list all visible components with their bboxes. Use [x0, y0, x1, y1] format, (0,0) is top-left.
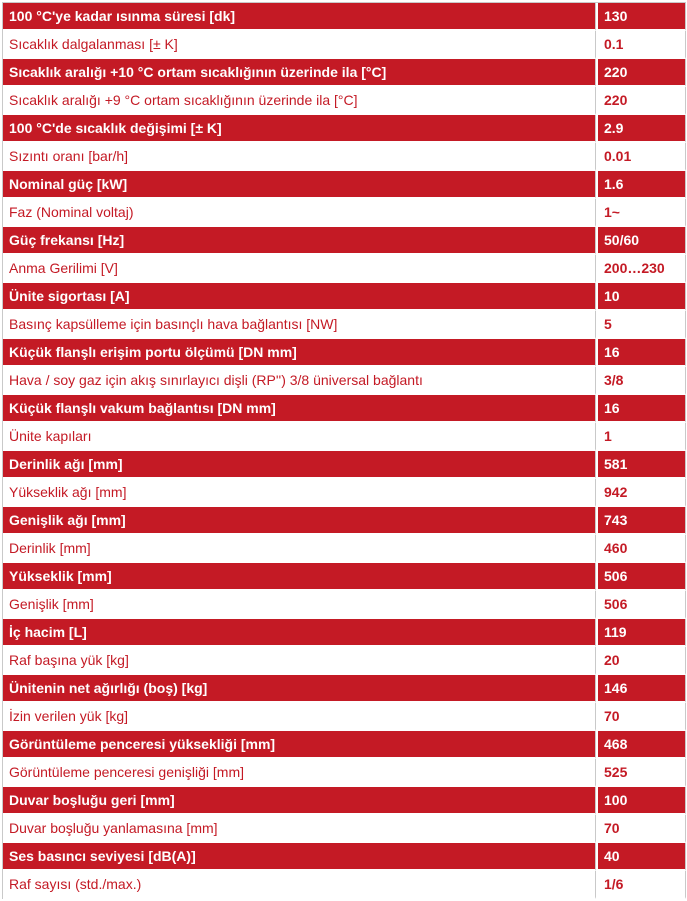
spec-value: 100 [596, 787, 686, 815]
spec-row: Ünitenin net ağırlığı (boş) [kg] 146 [3, 675, 686, 703]
spec-row: Raf sayısı (std./max.) 1/6 [3, 871, 686, 899]
spec-row: Sıcaklık aralığı +10 °C ortam sıcaklığın… [3, 59, 686, 87]
spec-row: Sızıntı oranı [bar/h] 0.01 [3, 143, 686, 171]
spec-label: Anma Gerilimi [V] [3, 255, 596, 283]
spec-row: Basınç kapsülleme için basınçlı hava bağ… [3, 311, 686, 339]
spec-row: Ünite kapıları 1 [3, 423, 686, 451]
spec-row: 100 °C'de sıcaklık değişimi [± K] 2.9 [3, 115, 686, 143]
spec-value: 40 [596, 843, 686, 871]
spec-label: Sıcaklık aralığı +10 °C ortam sıcaklığın… [3, 59, 596, 87]
spec-row: Raf başına yük [kg] 20 [3, 647, 686, 675]
spec-value: 16 [596, 339, 686, 367]
spec-row: Küçük flanşlı vakum bağlantısı [DN mm] 16 [3, 395, 686, 423]
spec-value: 1 [596, 423, 686, 451]
spec-row: Anma Gerilimi [V] 200…230 [3, 255, 686, 283]
spec-row: Yükseklik ağı [mm] 942 [3, 479, 686, 507]
spec-row: Görüntüleme penceresi yüksekliği [mm] 468 [3, 731, 686, 759]
spec-row: Genişlik [mm] 506 [3, 591, 686, 619]
spec-value: 10 [596, 283, 686, 311]
spec-value: 525 [596, 759, 686, 787]
spec-label: Faz (Nominal voltaj) [3, 199, 596, 227]
spec-row: Ses basıncı seviyesi [dB(A)] 40 [3, 843, 686, 871]
spec-value: 20 [596, 647, 686, 675]
spec-label: Basınç kapsülleme için basınçlı hava bağ… [3, 311, 596, 339]
spec-value: 3/8 [596, 367, 686, 395]
spec-label: Yükseklik ağı [mm] [3, 479, 596, 507]
spec-value: 50/60 [596, 227, 686, 255]
spec-row: Sıcaklık aralığı +9 °C ortam sıcaklığını… [3, 87, 686, 115]
spec-value: 1/6 [596, 871, 686, 899]
spec-row: Nominal güç [kW] 1.6 [3, 171, 686, 199]
spec-value: 220 [596, 87, 686, 115]
spec-row: 100 °C'ye kadar ısınma süresi [dk] 130 [3, 3, 686, 31]
spec-row: Görüntüleme penceresi genişliği [mm] 525 [3, 759, 686, 787]
spec-label: Ses basıncı seviyesi [dB(A)] [3, 843, 596, 871]
spec-label: Görüntüleme penceresi genişliği [mm] [3, 759, 596, 787]
spec-row: Genişlik ağı [mm] 743 [3, 507, 686, 535]
spec-row: İç hacim [L] 119 [3, 619, 686, 647]
spec-label: Ünitenin net ağırlığı (boş) [kg] [3, 675, 596, 703]
spec-label: Derinlik ağı [mm] [3, 451, 596, 479]
spec-row: Duvar boşluğu geri [mm] 100 [3, 787, 686, 815]
spec-value: 0.1 [596, 31, 686, 59]
spec-row: Derinlik ağı [mm] 581 [3, 451, 686, 479]
spec-value: 119 [596, 619, 686, 647]
spec-label: Ünite sigortası [A] [3, 283, 596, 311]
spec-label: Raf sayısı (std./max.) [3, 871, 596, 899]
spec-value: 1.6 [596, 171, 686, 199]
spec-value: 1~ [596, 199, 686, 227]
spec-label: Ünite kapıları [3, 423, 596, 451]
spec-value: 468 [596, 731, 686, 759]
spec-label: Duvar boşluğu geri [mm] [3, 787, 596, 815]
spec-label: Sıcaklık aralığı +9 °C ortam sıcaklığını… [3, 87, 596, 115]
spec-label: 100 °C'de sıcaklık değişimi [± K] [3, 115, 596, 143]
spec-value: 2.9 [596, 115, 686, 143]
spec-label: 100 °C'ye kadar ısınma süresi [dk] [3, 3, 596, 31]
spec-value: 16 [596, 395, 686, 423]
spec-row: Duvar boşluğu yanlamasına [mm] 70 [3, 815, 686, 843]
spec-row: Küçük flanşlı erişim portu ölçümü [DN mm… [3, 339, 686, 367]
spec-row: İzin verilen yük [kg] 70 [3, 703, 686, 731]
spec-label: Nominal güç [kW] [3, 171, 596, 199]
spec-value: 460 [596, 535, 686, 563]
spec-value: 0.01 [596, 143, 686, 171]
spec-row: Derinlik [mm] 460 [3, 535, 686, 563]
spec-value: 220 [596, 59, 686, 87]
spec-label: Raf başına yük [kg] [3, 647, 596, 675]
spec-label: Genişlik [mm] [3, 591, 596, 619]
spec-row: Hava / soy gaz için akış sınırlayıcı diş… [3, 367, 686, 395]
spec-value: 70 [596, 815, 686, 843]
spec-label: Derinlik [mm] [3, 535, 596, 563]
spec-value: 743 [596, 507, 686, 535]
spec-row: Ünite sigortası [A] 10 [3, 283, 686, 311]
spec-label: Küçük flanşlı vakum bağlantısı [DN mm] [3, 395, 596, 423]
spec-label: Sızıntı oranı [bar/h] [3, 143, 596, 171]
spec-label: Duvar boşluğu yanlamasına [mm] [3, 815, 596, 843]
spec-value: 200…230 [596, 255, 686, 283]
spec-label: Güç frekansı [Hz] [3, 227, 596, 255]
spec-value: 5 [596, 311, 686, 339]
spec-value: 70 [596, 703, 686, 731]
spec-row: Yükseklik [mm] 506 [3, 563, 686, 591]
spec-row: Güç frekansı [Hz] 50/60 [3, 227, 686, 255]
spec-label: Küçük flanşlı erişim portu ölçümü [DN mm… [3, 339, 596, 367]
spec-value: 506 [596, 563, 686, 591]
spec-label: Hava / soy gaz için akış sınırlayıcı diş… [3, 367, 596, 395]
spec-value: 581 [596, 451, 686, 479]
spec-value: 130 [596, 3, 686, 31]
specifications-table-body: 100 °C'ye kadar ısınma süresi [dk] 130 Sıc… [3, 3, 686, 899]
spec-value: 146 [596, 675, 686, 703]
spec-value: 942 [596, 479, 686, 507]
spec-label: İzin verilen yük [kg] [3, 703, 596, 731]
spec-label: Yükseklik [mm] [3, 563, 596, 591]
spec-label: Genişlik ağı [mm] [3, 507, 596, 535]
spec-row: Faz (Nominal voltaj) 1~ [3, 199, 686, 227]
spec-value: 506 [596, 591, 686, 619]
spec-label: Görüntüleme penceresi yüksekliği [mm] [3, 731, 596, 759]
spec-label: Sıcaklık dalgalanması [± K] [3, 31, 596, 59]
spec-row: Sıcaklık dalgalanması [± K] 0.1 [3, 31, 686, 59]
spec-label: İç hacim [L] [3, 619, 596, 647]
